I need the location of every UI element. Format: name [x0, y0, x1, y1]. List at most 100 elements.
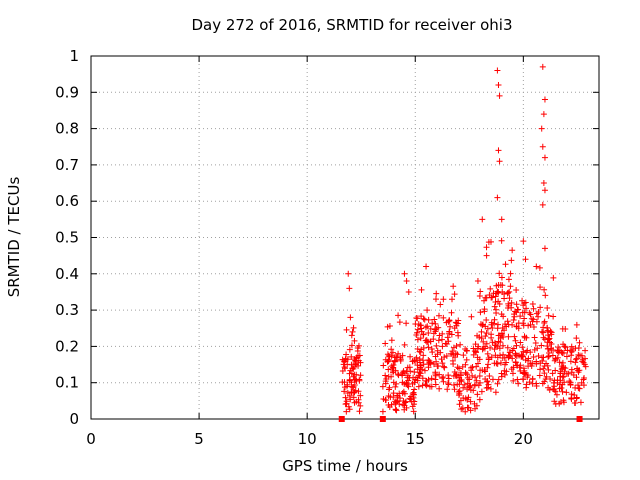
- data-point: [573, 395, 580, 402]
- data-point: [357, 372, 364, 379]
- data-point: [472, 341, 479, 348]
- data-point: [463, 347, 470, 354]
- data-point: [496, 352, 503, 359]
- data-point: [469, 372, 476, 379]
- data-point: [440, 296, 447, 303]
- data-point: [425, 364, 432, 371]
- data-point: [472, 405, 479, 412]
- y-tick-label: 0.1: [55, 374, 79, 392]
- data-point: [531, 346, 538, 353]
- data-point: [401, 369, 408, 376]
- data-point: [572, 359, 579, 366]
- data-point: [491, 303, 498, 310]
- data-point: [459, 405, 466, 412]
- data-point: [495, 289, 502, 296]
- y-tick-label: 0.8: [55, 120, 79, 138]
- data-point: [544, 345, 551, 352]
- data-point: [428, 346, 435, 352]
- data-point: [541, 187, 548, 194]
- data-point: [405, 288, 412, 295]
- data-point: [567, 358, 574, 365]
- data-point: [414, 377, 421, 384]
- data-point: [346, 406, 353, 413]
- data-point: [357, 392, 364, 399]
- data-point: [512, 359, 519, 366]
- data-point: [559, 374, 566, 381]
- data-point: [439, 375, 446, 382]
- data-point: [572, 399, 579, 406]
- data-point: [528, 315, 535, 322]
- data-point: [526, 379, 533, 386]
- data-point: [449, 348, 456, 355]
- data-point: [497, 359, 504, 366]
- data-point: [395, 372, 402, 379]
- data-point: [540, 334, 547, 341]
- data-point: [530, 324, 537, 331]
- data-point: [487, 385, 494, 392]
- data-point: [552, 356, 559, 363]
- data-point: [478, 388, 485, 395]
- data-point: [559, 325, 566, 332]
- data-point: [414, 336, 421, 343]
- data-point: [451, 325, 458, 332]
- data-point: [395, 312, 402, 319]
- data-point: [487, 238, 494, 245]
- data-point: [576, 339, 583, 346]
- data-point: [520, 302, 527, 309]
- y-tick-label: 0.3: [55, 301, 79, 319]
- data-point: [453, 342, 460, 349]
- data-point: [354, 347, 361, 354]
- data-point: [494, 67, 501, 74]
- data-point: [546, 339, 553, 346]
- data-point: [552, 367, 559, 374]
- data-point: [550, 313, 557, 320]
- data-point: [506, 288, 513, 295]
- data-point: [410, 389, 417, 396]
- data-point: [403, 398, 410, 405]
- data-point: [399, 390, 406, 397]
- data-point: [540, 329, 547, 336]
- data-point: [342, 401, 349, 408]
- data-point: [467, 398, 474, 405]
- data-point: [341, 388, 348, 395]
- data-point: [431, 316, 438, 323]
- data-point: [450, 382, 457, 389]
- data-point: [543, 360, 550, 367]
- axis-ticks: 00.10.20.30.40.50.60.70.80.910 5 10 15 20: [55, 47, 599, 448]
- data-point: [506, 353, 513, 360]
- data-point: [426, 383, 433, 390]
- data-point: [554, 379, 561, 386]
- data-point: [514, 376, 521, 383]
- data-point: [473, 377, 480, 384]
- y-axis-label: SRMTID / TECUs: [5, 177, 23, 298]
- data-point: [456, 365, 463, 372]
- data-point: [352, 361, 359, 368]
- data-point: [352, 387, 359, 394]
- data-point: [418, 346, 425, 353]
- y-tick-label: 0.6: [55, 192, 79, 210]
- data-point: [572, 345, 579, 352]
- data-point: [568, 352, 575, 359]
- data-point: [561, 379, 568, 386]
- data-point: [556, 359, 563, 366]
- data-point: [578, 379, 585, 386]
- data-point: [572, 356, 579, 363]
- data-point: [474, 332, 481, 339]
- data-point: [539, 354, 546, 361]
- data-point: [498, 237, 505, 244]
- data-point: [567, 382, 574, 389]
- data-point: [536, 264, 543, 271]
- data-point: [478, 328, 485, 335]
- data-point: [492, 293, 499, 300]
- data-point: [498, 274, 505, 281]
- data-point: [468, 367, 475, 374]
- data-point: [494, 194, 501, 201]
- data-point: [494, 360, 501, 367]
- data-point: [536, 372, 543, 379]
- data-point: [522, 256, 529, 263]
- data-point: [503, 359, 510, 366]
- data-point: [485, 361, 492, 368]
- data-point: [510, 316, 517, 323]
- data-point: [540, 324, 547, 331]
